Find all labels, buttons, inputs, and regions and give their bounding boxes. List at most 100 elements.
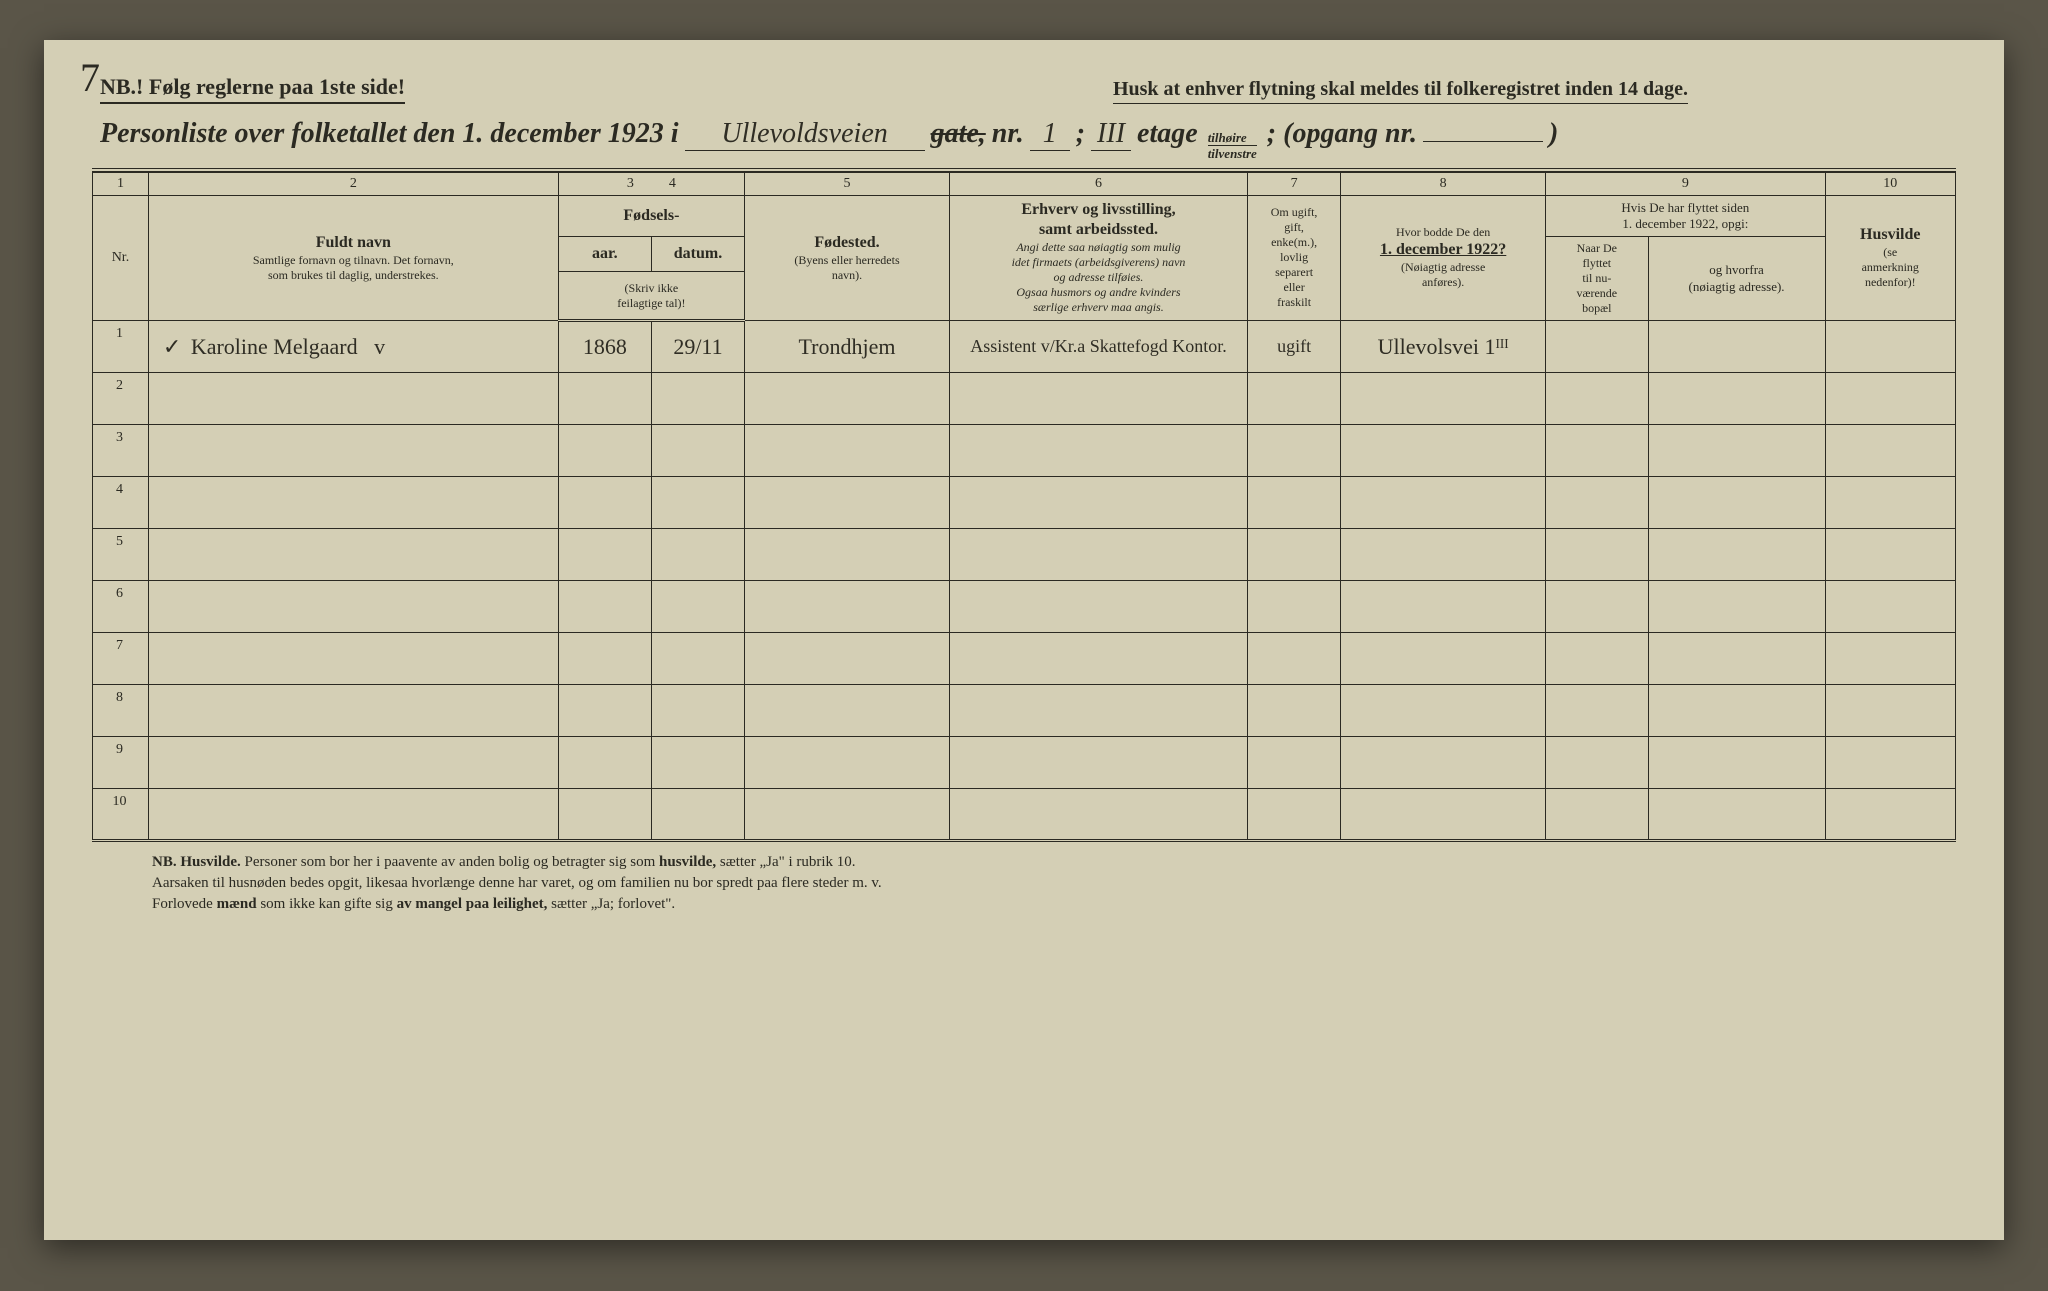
close-paren: ) [1549, 118, 1558, 150]
colnum-5: 5 [745, 172, 950, 195]
table-row: 5 [93, 529, 1956, 581]
footer-line-2: Aarsaken til husnøden bedes opgit, likes… [152, 873, 1936, 894]
hdr-col10: Husvilde (se anmerkning nedenfor)! [1825, 195, 1955, 321]
row-nr: 9 [93, 737, 149, 789]
cell-occupation: Assistent v/Kr.a Skattefogd Kontor. [949, 321, 1247, 373]
hdr-1922: Hvor bodde De den 1. december 1922? (Nøi… [1341, 195, 1546, 321]
nr-label: nr. [992, 118, 1024, 150]
footer-l3a: Forlovede [152, 896, 217, 912]
table-row: 9 [93, 737, 1956, 789]
table-row: 2 [93, 373, 1956, 425]
hdr-col9-top: Hvis De har flyttet siden 1. december 19… [1546, 195, 1825, 237]
side-fraction: tilhøire tilvenstre [1208, 131, 1257, 160]
street-name-field: Ullevoldsveien [685, 118, 925, 151]
gate-label: gate, [931, 118, 986, 150]
hdr-nr: Nr. [93, 195, 149, 321]
table-row: 8 [93, 685, 1956, 737]
title-prefix: Personliste over folketallet den 1. dece… [100, 118, 679, 150]
table-row: 3 [93, 425, 1956, 477]
colnum-9: 9 [1546, 172, 1825, 195]
cell-birthplace: Trondhjem [745, 321, 950, 373]
hdr-birth-date: datum. [651, 237, 744, 272]
colnum-8: 8 [1341, 172, 1546, 195]
hdr-1922-sub: (Nøiagtig adresse anføres). [1345, 260, 1541, 290]
footer-l3d: av mangel paa leilighet, [397, 896, 548, 912]
side-bottom: tilvenstre [1208, 146, 1257, 160]
table-row: 6 [93, 581, 1956, 633]
colnum-6: 6 [949, 172, 1247, 195]
row-nr: 3 [93, 425, 149, 477]
colnum-2: 2 [148, 172, 558, 195]
floor-field: III [1091, 118, 1131, 151]
cell-civil: ugift [1248, 321, 1341, 373]
table-row: 7 [93, 633, 1956, 685]
footer-line-3: Forlovede mænd som ikke kan gifte sig av… [152, 894, 1936, 915]
hdr-civil: Om ugift, gift, enke(m.), lovlig separer… [1248, 195, 1341, 321]
hdr-col9a: Naar De flyttet til nu- værende bopæl [1546, 237, 1648, 321]
hdr-col9b: og hvorfra (nøiagtig adresse). [1648, 237, 1825, 321]
hdr-1922-t1: Hvor bodde De den [1345, 225, 1541, 240]
cell-name: ✓ Karoline Melgaard v [148, 321, 558, 373]
colnum-3-4: 3 4 [558, 172, 744, 195]
row-nr: 10 [93, 789, 149, 841]
colnum-1: 1 [93, 172, 149, 195]
footer-line-1: NB. Husvilde. Personer som bor her i paa… [152, 852, 1936, 873]
hdr-birth-year: aar. [558, 237, 651, 272]
colnum-10: 10 [1825, 172, 1955, 195]
footer-note: NB. Husvilde. Personer som bor her i paa… [92, 842, 1956, 915]
cell-year: 1868 [558, 321, 651, 373]
person-name: Karoline Melgaard [191, 334, 358, 359]
house-number-field: 1 [1030, 118, 1070, 151]
row-nr: 1 [93, 321, 149, 373]
footer-l1b: Personer som bor her i paavente av anden… [245, 854, 659, 870]
table-row: 10 [93, 789, 1956, 841]
hdr-occupation: Erhverv og livsstilling, samt arbeidsste… [949, 195, 1247, 321]
hdr-name-sub2: som brukes til daglig, understrekes. [153, 268, 554, 283]
cell-moved-from [1648, 321, 1825, 373]
hdr-name: Fuldt navn Samtlige fornavn og tilnavn. … [148, 195, 558, 321]
hdr-birth-note: (Skriv ikke feilagtige tal)! [558, 272, 744, 321]
nb-instruction: NB.! Følg reglerne paa 1ste side! [100, 74, 405, 104]
hdr-bp-sub: (Byens eller herredets navn). [749, 253, 945, 283]
husk-instruction: Husk at enhver flytning skal meldes til … [1113, 78, 1688, 104]
checkmark-icon: ✓ [163, 334, 185, 359]
table-row: 4 [93, 477, 1956, 529]
footer-nb: NB. Husvilde. [152, 854, 241, 870]
cell-1922: Ullevolsvei 1ᴵᴵᴵ [1341, 321, 1546, 373]
colnum-7: 7 [1248, 172, 1341, 195]
census-form-page: 7 NB.! Følg reglerne paa 1ste side! Husk… [44, 40, 2004, 1240]
row-nr: 4 [93, 477, 149, 529]
hdr-birth-title: Fødsels- [558, 195, 744, 237]
footer-l3c: som ikke kan gifte sig [260, 896, 396, 912]
hdr-occ-sub: Angi dette saa nøiagtig som mulig idet f… [954, 240, 1243, 315]
sep-1: ; [1076, 118, 1085, 150]
row-nr: 5 [93, 529, 149, 581]
page-number-handwritten: 7 [80, 54, 100, 101]
form-title-row: Personliste over folketallet den 1. dece… [92, 114, 1956, 169]
table-body: 1 ✓ Karoline Melgaard v 1868 29/11 Trond… [93, 321, 1956, 841]
hdr-bp-title: Fødested. [749, 233, 945, 253]
side-top: tilhøire [1208, 131, 1257, 146]
hdr-name-sub1: Samtlige fornavn og tilnavn. Det fornavn… [153, 253, 554, 268]
hdr-10-title: Husvilde [1830, 225, 1951, 245]
row-nr: 7 [93, 633, 149, 685]
table-header: 1 2 3 4 5 6 7 8 9 10 Nr. Fuldt navn Samt… [93, 172, 1956, 321]
footer-l3e: sætter „Ja; forlovet". [551, 896, 675, 912]
hdr-name-title: Fuldt navn [153, 233, 554, 253]
census-table: 1 2 3 4 5 6 7 8 9 10 Nr. Fuldt navn Samt… [92, 171, 1956, 842]
cell-date: 29/11 [651, 321, 744, 373]
top-instruction-row: NB.! Følg reglerne paa 1ste side! Husk a… [92, 74, 1956, 104]
name-suffix: v [374, 334, 385, 359]
opgang-label: ; (opgang nr. [1267, 118, 1417, 150]
cell-husvilde [1825, 321, 1955, 373]
hdr-10-sub: (se anmerkning nedenfor)! [1830, 245, 1951, 290]
footer-l3b: mænd [217, 896, 257, 912]
etage-label: etage [1137, 118, 1198, 150]
hdr-1922-date: 1. december 1922? [1345, 240, 1541, 260]
row-nr: 6 [93, 581, 149, 633]
footer-l1d: sætter „Ja" i rubrik 10. [720, 854, 856, 870]
row-nr: 2 [93, 373, 149, 425]
table-row: 1 ✓ Karoline Melgaard v 1868 29/11 Trond… [93, 321, 1956, 373]
cell-moved-when [1546, 321, 1648, 373]
row-nr: 8 [93, 685, 149, 737]
